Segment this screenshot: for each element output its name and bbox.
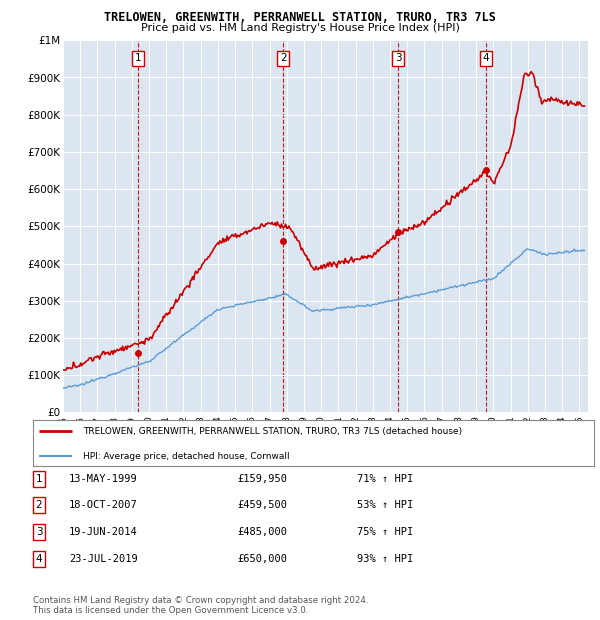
Text: HPI: Average price, detached house, Cornwall: HPI: Average price, detached house, Corn… <box>83 451 290 461</box>
Text: TRELOWEN, GREENWITH, PERRANWELL STATION, TRURO, TR3 7LS (detached house): TRELOWEN, GREENWITH, PERRANWELL STATION,… <box>83 427 463 436</box>
Text: £159,950: £159,950 <box>237 474 287 484</box>
Text: £459,500: £459,500 <box>237 500 287 510</box>
Text: 3: 3 <box>395 53 401 63</box>
Text: TRELOWEN, GREENWITH, PERRANWELL STATION, TRURO, TR3 7LS: TRELOWEN, GREENWITH, PERRANWELL STATION,… <box>104 11 496 24</box>
Text: 4: 4 <box>35 554 43 564</box>
Text: £485,000: £485,000 <box>237 527 287 537</box>
Text: 3: 3 <box>35 527 43 537</box>
Text: 75% ↑ HPI: 75% ↑ HPI <box>357 527 413 537</box>
Text: 93% ↑ HPI: 93% ↑ HPI <box>357 554 413 564</box>
Text: 4: 4 <box>482 53 489 63</box>
Text: 2: 2 <box>280 53 286 63</box>
Text: Price paid vs. HM Land Registry's House Price Index (HPI): Price paid vs. HM Land Registry's House … <box>140 23 460 33</box>
Text: 1: 1 <box>35 474 43 484</box>
Text: 2: 2 <box>35 500 43 510</box>
Text: 18-OCT-2007: 18-OCT-2007 <box>69 500 138 510</box>
Text: Contains HM Land Registry data © Crown copyright and database right 2024.
This d: Contains HM Land Registry data © Crown c… <box>33 596 368 615</box>
Text: 19-JUN-2014: 19-JUN-2014 <box>69 527 138 537</box>
Text: 23-JUL-2019: 23-JUL-2019 <box>69 554 138 564</box>
Text: 53% ↑ HPI: 53% ↑ HPI <box>357 500 413 510</box>
Text: 13-MAY-1999: 13-MAY-1999 <box>69 474 138 484</box>
Text: 71% ↑ HPI: 71% ↑ HPI <box>357 474 413 484</box>
Text: £650,000: £650,000 <box>237 554 287 564</box>
Text: 1: 1 <box>135 53 142 63</box>
